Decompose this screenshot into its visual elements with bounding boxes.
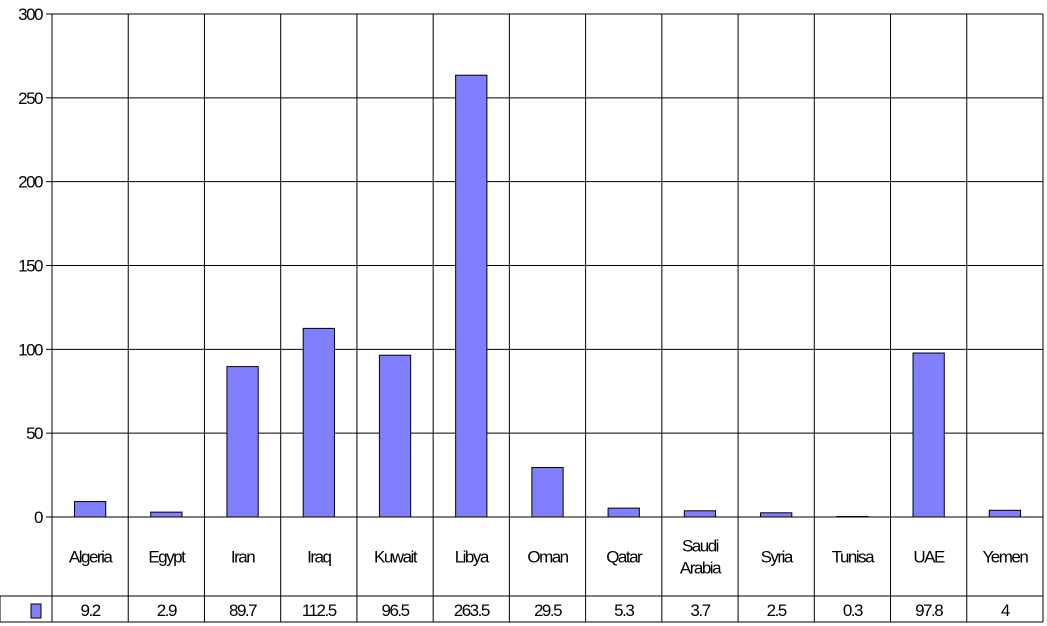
category-label: Syria [761,548,794,567]
category-label: Iran [231,548,255,567]
y-tick-label: 0 [34,508,43,527]
value-label: 263.5 [454,601,490,620]
bars [73,74,1022,518]
bar [988,509,1022,518]
y-tick-label: 150 [18,257,43,276]
value-label: 2.9 [157,601,177,620]
value-label: 5.3 [614,601,634,620]
category-label: Libya [455,548,490,567]
bar [226,366,259,518]
y-tick-label: 250 [18,89,43,108]
bar [531,467,564,518]
bar [73,501,107,518]
y-tick-labels: 0 50 100 150 200 250 300 [18,5,44,527]
value-label: 0.3 [843,601,863,620]
category-label: Tunisa [832,548,875,567]
category-label: Algeria [69,548,113,567]
category-label: Saudi [682,537,719,556]
value-label: 3.7 [690,601,710,620]
category-label: Oman [527,548,568,567]
category-label: Egypt [148,548,186,567]
bar [378,354,412,518]
value-label: 9.2 [81,601,101,620]
value-label: 96.5 [381,601,409,620]
axes [46,13,1043,622]
value-label: 97.8 [915,601,943,620]
bar [455,74,488,518]
y-tick-label: 50 [26,424,43,443]
value-label: 29.5 [534,601,562,620]
value-label: 89.7 [229,601,257,620]
category-label: UAE [913,548,945,567]
bar [607,507,640,518]
category-label: Arabia [680,559,722,578]
data-table: Algeria Egypt Iran Iraq Kuwait Libya Oman Qatar… [0,537,1044,623]
bar [683,510,717,518]
grid-lines [51,13,1044,622]
value-label: 112.5 [302,601,337,620]
y-tick-label: 100 [18,340,43,359]
category-label: Iraq [307,548,331,567]
value-label: 2.5 [767,601,787,620]
bar [760,512,793,518]
y-tick-label: 300 [18,5,43,24]
bar [302,327,335,518]
bar [912,352,945,518]
category-label: Yemen [982,548,1028,567]
bar [150,511,183,518]
legend-key [30,603,42,619]
category-label: Qatar [606,548,643,567]
value-label: 4 [1001,601,1010,620]
y-tick-label: 200 [18,173,43,192]
category-label: Kuwait [374,548,418,567]
